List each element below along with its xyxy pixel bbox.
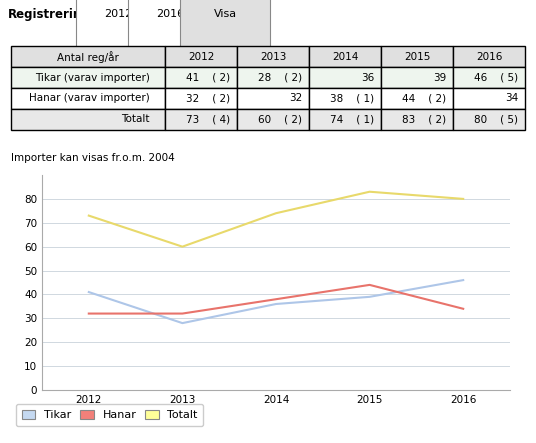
Legend: Tikar, Hanar, Totalt: Tikar, Hanar, Totalt (16, 404, 203, 426)
Text: Visa: Visa (213, 9, 236, 19)
Text: ▼: ▼ (183, 9, 189, 19)
Text: 2016: 2016 (156, 9, 184, 19)
Text: 2012: 2012 (104, 9, 132, 19)
Text: -: - (148, 8, 152, 20)
Text: Importer kan visas fr.o.m. 2004: Importer kan visas fr.o.m. 2004 (11, 153, 175, 163)
Text: Registreringsår:: Registreringsår: (8, 7, 116, 21)
Text: ▼: ▼ (131, 9, 137, 19)
